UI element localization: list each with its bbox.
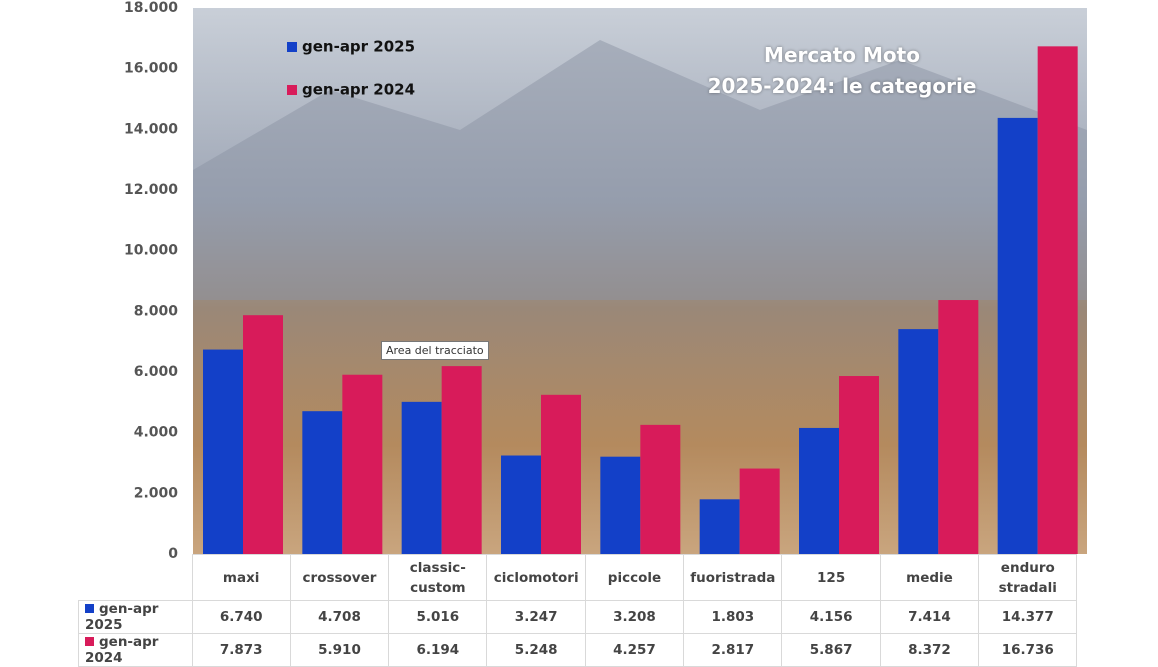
- bar: [839, 376, 879, 554]
- table-corner: [78, 554, 193, 601]
- legend-label: gen-apr 2024: [85, 634, 159, 666]
- bar: [898, 329, 939, 554]
- y-tick-label: 8.000: [134, 303, 179, 319]
- value-label: 3.208: [584, 600, 685, 634]
- x-tick-label: piccole: [584, 554, 685, 601]
- bar: [997, 117, 1038, 554]
- legend-swatch: [287, 85, 297, 95]
- bar: [243, 315, 283, 554]
- bar: [302, 411, 343, 554]
- y-tick-label: 4.000: [134, 425, 179, 441]
- bar: [342, 374, 383, 554]
- legend-swatch: [85, 637, 94, 646]
- legend-swatch: [85, 604, 94, 613]
- y-tick-label: 0: [168, 546, 178, 562]
- legend-label: gen-apr 2025: [302, 38, 415, 56]
- bar: [541, 394, 581, 554]
- y-tick-label: 10.000: [124, 243, 178, 259]
- value-label: 4.708: [289, 600, 390, 634]
- value-label: 6.740: [191, 600, 291, 634]
- bar: [203, 349, 243, 554]
- y-tick-label: 18.000: [124, 0, 178, 16]
- table-header-row: maxi crossover classic- custom ciclomotori p…: [78, 554, 1078, 601]
- table-row: gen-apr 2024 7.873 5.910 6.194 5.248 4.257 2.8…: [78, 633, 1078, 667]
- x-tick-label: medie: [879, 554, 980, 601]
- bar: [799, 427, 839, 554]
- value-label: 5.016: [388, 600, 488, 634]
- y-tick-label: 12.000: [124, 182, 178, 198]
- x-tick-label: classic- custom: [388, 554, 488, 601]
- chart-title: Mercato Moto 2025-2024: le categorie: [707, 43, 977, 98]
- x-tick-label: maxi: [191, 554, 291, 601]
- value-label: 7.873: [191, 633, 291, 667]
- bar: [401, 401, 442, 554]
- bar: [501, 455, 541, 554]
- x-tick-label: 125: [781, 554, 881, 601]
- table-series-cell: gen-apr 2025: [78, 600, 193, 634]
- legend-swatch: [287, 42, 297, 52]
- value-label: 5.867: [781, 633, 881, 667]
- y-tick-label: 2.000: [134, 485, 179, 501]
- value-label: 7.414: [879, 600, 980, 634]
- x-tick-label: ciclomotori: [486, 554, 586, 601]
- value-label: 16.736: [978, 633, 1078, 667]
- bar: [600, 456, 641, 554]
- value-label: 3.247: [486, 600, 586, 634]
- x-tick-label: crossover: [289, 554, 390, 601]
- bar: [441, 366, 482, 554]
- mountains: [193, 40, 1087, 300]
- bar: [938, 300, 979, 554]
- value-label: 14.377: [978, 600, 1078, 634]
- x-tick-label: fuoristrada: [683, 554, 783, 601]
- table-row: gen-apr 2025 6.740 4.708 5.016 3.247 3.208 1.8…: [78, 600, 1078, 634]
- y-tick-label: 14.000: [124, 121, 178, 137]
- y-tick-label: 16.000: [124, 61, 178, 77]
- table-series-cell: gen-apr 2024: [78, 633, 193, 667]
- bar: [739, 468, 780, 554]
- bar: [1037, 46, 1078, 554]
- legend-label: gen-apr 2024: [302, 81, 415, 99]
- bar: [699, 499, 740, 554]
- annotation: Area del tracciato: [381, 341, 489, 360]
- value-label: 8.372: [879, 633, 980, 667]
- value-label: 2.817: [683, 633, 783, 667]
- legend-label: gen-apr 2025: [85, 601, 159, 633]
- value-label: 6.194: [388, 633, 488, 667]
- value-label: 1.803: [683, 600, 783, 634]
- value-label: 5.910: [289, 633, 390, 667]
- data-table: maxi crossover classic- custom ciclomotori p…: [78, 554, 1078, 667]
- x-tick-label: enduro stradali: [978, 554, 1078, 601]
- y-tick-label: 6.000: [134, 364, 179, 380]
- value-label: 5.248: [486, 633, 586, 667]
- bar: [640, 424, 681, 554]
- value-label: 4.156: [781, 600, 881, 634]
- value-label: 4.257: [584, 633, 685, 667]
